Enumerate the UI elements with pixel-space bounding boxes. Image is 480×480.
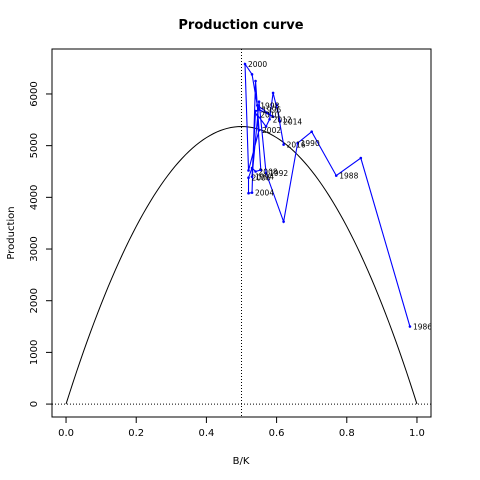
x-axis: 0.0 0.2 0.4 0.6 0.8 1.0 [58, 417, 425, 439]
series-point [359, 156, 363, 160]
point-label-1998: 1998 [260, 101, 279, 110]
series-point [243, 62, 247, 66]
point-label-1988: 1988 [339, 172, 358, 181]
x-tick-label: 0.8 [339, 428, 355, 439]
y-tick-label: 1000 [29, 340, 40, 365]
y-tick-label: 6000 [29, 81, 40, 106]
point-label-1990: 1990 [301, 139, 320, 148]
y-axis-label: Production [6, 206, 17, 259]
series-point [247, 191, 250, 195]
point-label-2000: 2000 [248, 60, 267, 69]
series-point [271, 91, 275, 95]
series-point [264, 125, 268, 128]
series-layer [243, 62, 412, 328]
chart-title: Production curve [178, 18, 303, 33]
series-point [310, 130, 313, 133]
x-tick-label: 0.4 [198, 428, 214, 439]
series-point [296, 141, 299, 145]
point-label-1986: 1986 [413, 323, 432, 332]
series-point [257, 108, 261, 111]
point-label-1992: 1992 [269, 169, 288, 178]
point-labels: 1986198819901992199419961998200020022004… [248, 60, 432, 332]
series-point [254, 109, 257, 113]
point-label-1996: 1996 [262, 105, 281, 114]
y-tick-label: 4000 [29, 185, 40, 210]
series-point [255, 104, 259, 107]
series-point [271, 115, 275, 119]
production-curve [65, 126, 418, 405]
series-point [247, 176, 250, 179]
point-label-1994: 1994 [255, 173, 274, 182]
y-axis: 0 1000 2000 3000 4000 5000 6000 [29, 81, 52, 407]
series-point [247, 169, 250, 172]
series-point [254, 170, 257, 173]
y-tick-label: 2000 [29, 288, 40, 313]
series-point [257, 128, 261, 132]
series-point [250, 191, 254, 194]
point-label-2016: 2016 [287, 141, 306, 150]
y-tick-label: 5000 [29, 133, 40, 158]
x-tick-label: 0.2 [128, 428, 144, 439]
series-point [408, 325, 412, 328]
point-label-2006: 2006 [252, 174, 271, 183]
point-label-2012: 2012 [273, 115, 292, 124]
series-point [275, 103, 278, 107]
x-axis-label: B/K [233, 456, 250, 467]
point-label-2014: 2014 [283, 117, 302, 126]
plot-area: 1986198819901992199419961998200020022004… [51, 48, 432, 418]
series-point [282, 220, 285, 223]
reference-lines [52, 49, 431, 417]
y-tick-label: 3000 [29, 236, 40, 261]
production-curve-layer [65, 126, 418, 405]
series-point [259, 168, 263, 172]
series-point [254, 79, 257, 83]
series-point [282, 143, 285, 146]
point-label-2010: 2010 [260, 111, 279, 120]
point-label-2004: 2004 [255, 189, 274, 198]
series-point [255, 113, 259, 116]
x-tick-label: 1.0 [409, 428, 425, 439]
point-label-2008: 2008 [259, 167, 278, 176]
series-point [334, 174, 338, 177]
series-point [250, 166, 254, 170]
point-label-2002: 2002 [262, 126, 281, 135]
series-point [268, 117, 271, 121]
series-point [278, 120, 282, 123]
x-tick-label: 0.6 [269, 428, 285, 439]
series-point [250, 175, 254, 178]
x-tick-label: 0.0 [58, 428, 74, 439]
series-point [250, 73, 254, 76]
series-point [257, 100, 261, 104]
series-point [264, 171, 268, 175]
y-tick-label: 0 [29, 401, 40, 407]
